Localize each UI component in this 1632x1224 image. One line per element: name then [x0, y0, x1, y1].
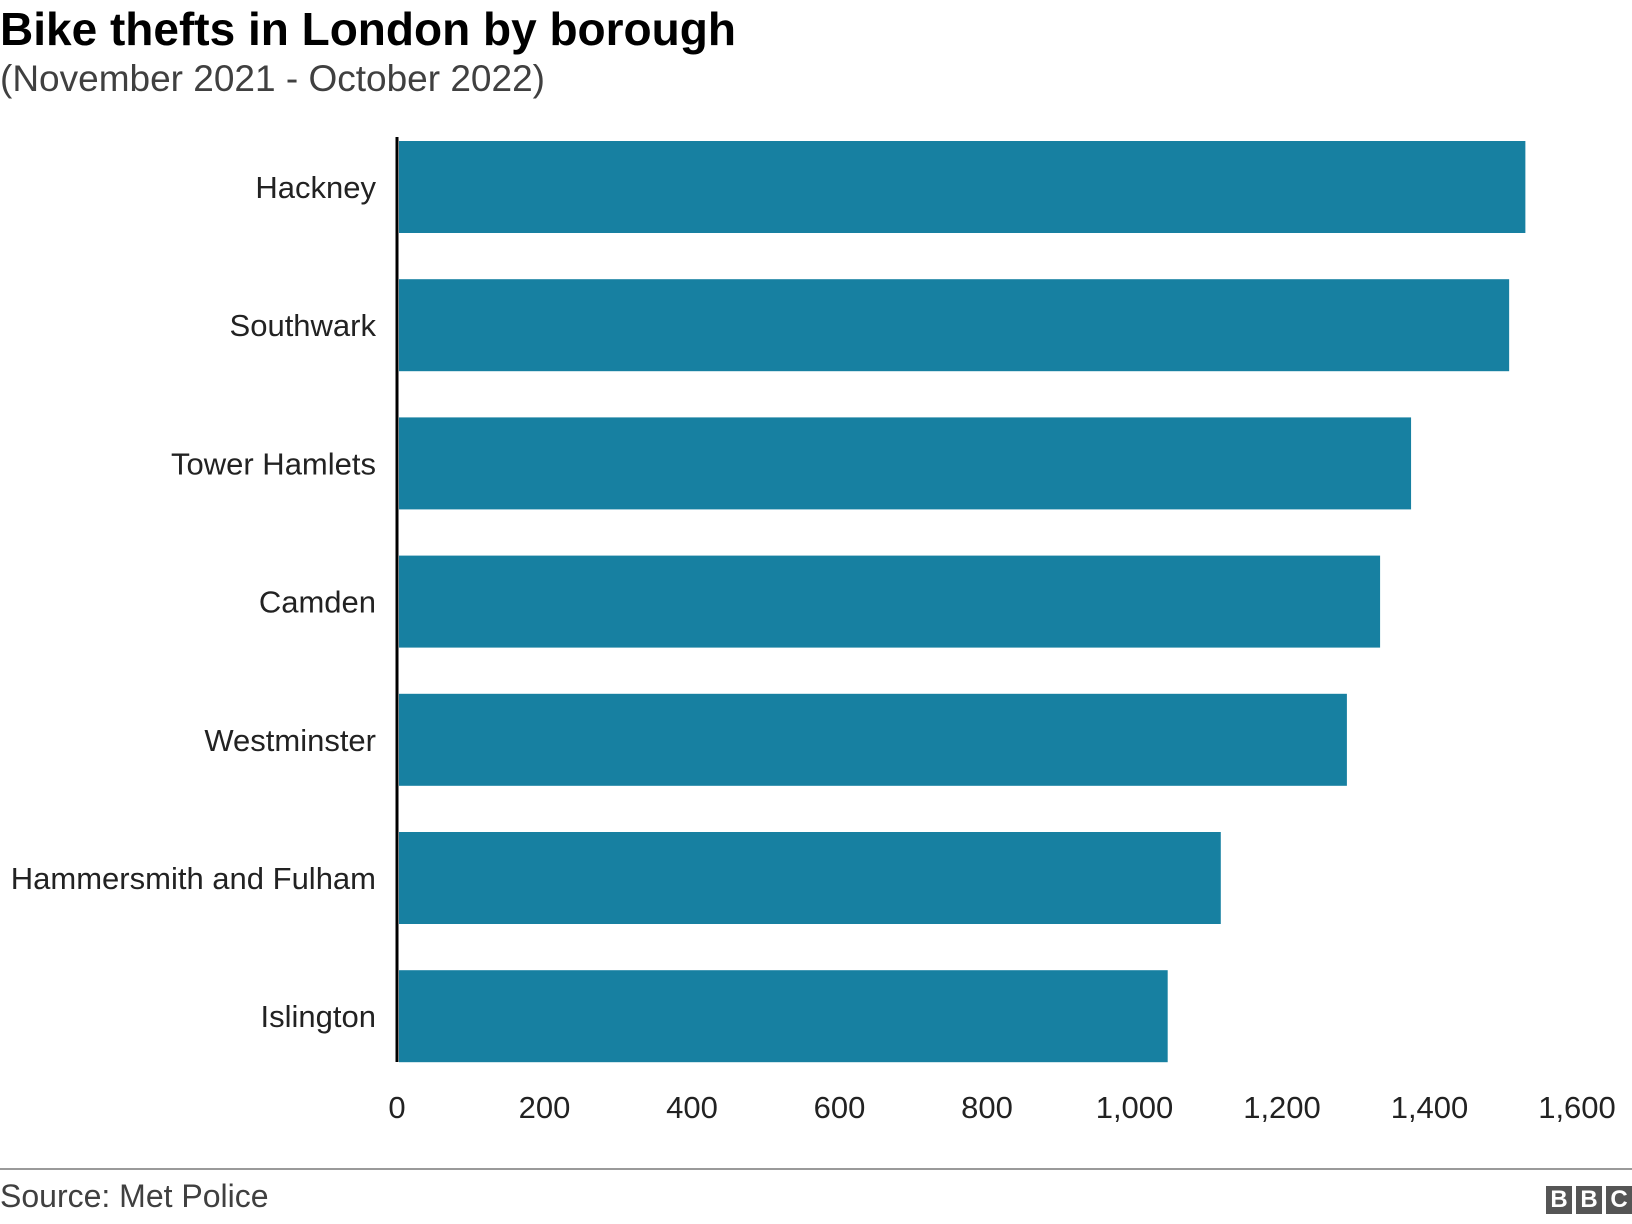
- bar: [399, 279, 1510, 372]
- chart-title: Bike thefts in London by borough: [0, 3, 736, 55]
- x-tick-label: 1,600: [1538, 1090, 1616, 1125]
- bbc-logo: B B C: [1546, 1186, 1632, 1214]
- source-note: Source: Met Police: [0, 1178, 269, 1214]
- x-tick-label: 0: [388, 1090, 405, 1125]
- bar: [399, 141, 1526, 233]
- category-label: Camden: [259, 585, 376, 620]
- x-tick-label: 400: [666, 1090, 718, 1125]
- bar: [399, 693, 1347, 786]
- category-label: Tower Hamlets: [171, 446, 376, 481]
- category-label: Hammersmith and Fulham: [11, 861, 376, 896]
- x-tick-label: 600: [814, 1090, 866, 1125]
- x-tick-label: 1,000: [1096, 1090, 1174, 1125]
- bar: [399, 970, 1168, 1063]
- bbc-logo-letter: C: [1606, 1186, 1632, 1214]
- category-label: Westminster: [204, 723, 376, 758]
- x-tick-label: 1,400: [1391, 1090, 1469, 1125]
- x-tick-label: 800: [961, 1090, 1013, 1125]
- category-label: Islington: [261, 999, 376, 1034]
- x-tick-label: 200: [519, 1090, 571, 1125]
- category-label: Hackney: [255, 170, 376, 205]
- chart-subtitle: (November 2021 - October 2022): [0, 58, 545, 99]
- bar: [399, 417, 1412, 510]
- x-tick-label: 1,200: [1243, 1090, 1321, 1125]
- category-label: Southwark: [230, 308, 377, 343]
- bar: [399, 832, 1221, 924]
- bbc-logo-letter: B: [1546, 1186, 1572, 1214]
- bar-chart: Hackney Southwark Tower Hamlets Camden Westm…: [11, 137, 1616, 1125]
- footer-divider: [0, 1168, 1632, 1170]
- bar: [399, 555, 1381, 648]
- bbc-logo-letter: B: [1576, 1186, 1602, 1214]
